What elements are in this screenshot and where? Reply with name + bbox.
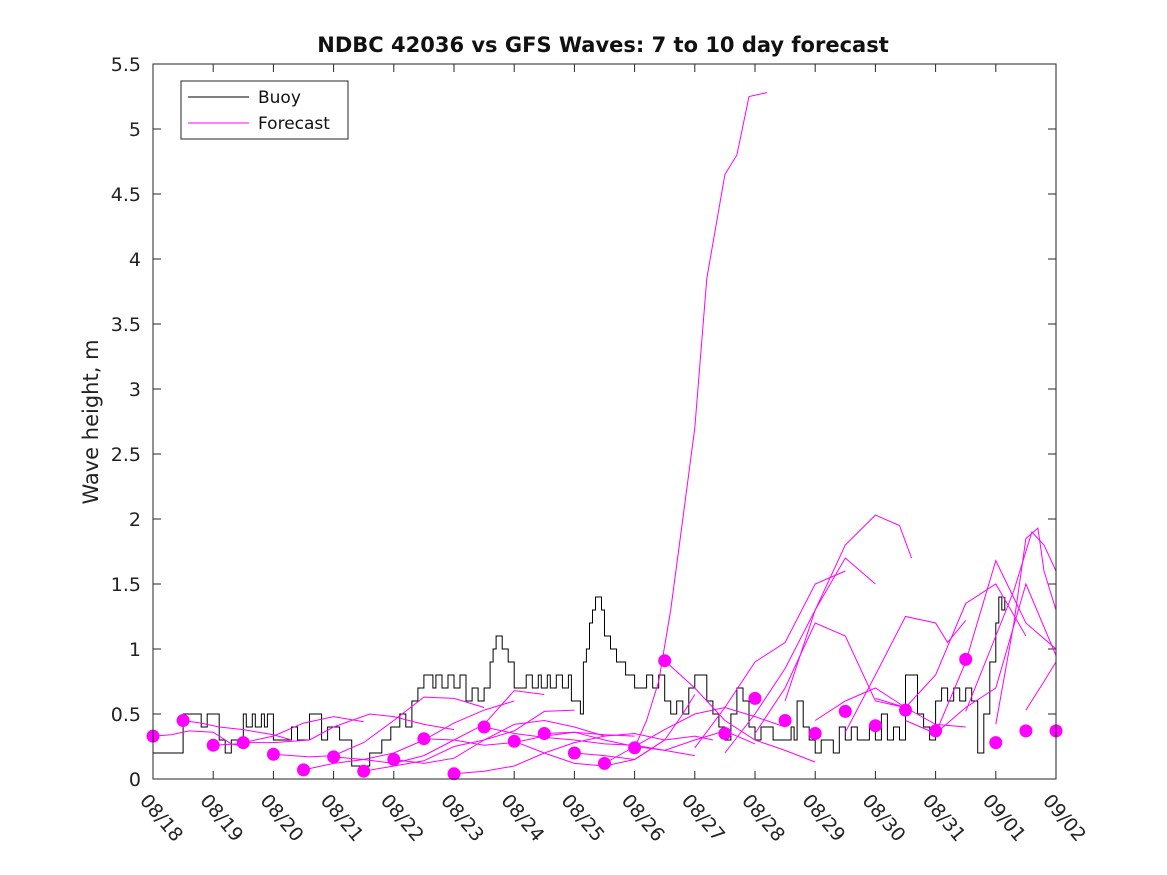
forecast-line [423,731,635,746]
forecast-line [574,694,696,761]
y-axis-label: Wave height, m [79,339,103,504]
forecast-point [658,654,672,668]
forecast-line [303,700,515,771]
forecast-line [634,92,768,749]
forecast-line [453,732,665,775]
forecast-line [1025,661,1057,711]
forecast-point [176,714,190,727]
y-tick-label: 2.5 [111,444,141,466]
forecast-point [537,727,551,740]
legend-forecast-label: Forecast [258,114,330,134]
forecast-point [598,756,611,770]
forecast-point [206,738,220,752]
forecast-point [327,750,341,764]
forecast-point [447,767,461,781]
forecast-point [266,747,280,761]
y-tick-label: 4.5 [111,184,141,206]
y-tick-label: 5.5 [111,54,141,76]
y-tick-label: 0.5 [111,704,141,726]
forecast-line [273,696,485,758]
forecast-line [724,557,876,754]
forecast-line [995,527,1057,725]
forecast-point [507,734,521,748]
forecast-point [989,736,1003,750]
forecast-point [718,727,732,740]
forecast-point [929,724,943,738]
forecast-point [778,714,792,727]
y-tick-label: 0 [129,769,141,791]
y-tick-labels: 0 0.5 1 1.5 2 2.5 3 3.5 4 4.5 5 5.5 [111,54,141,791]
y-tick-label: 4 [129,249,141,271]
forecast-line [183,720,292,741]
forecast-line [694,570,846,749]
forecast-point [357,764,371,778]
forecast-point [417,732,431,746]
forecast-line [784,514,912,702]
forecast-point [838,704,852,718]
forecast-line [213,716,364,746]
forecast-point [236,736,250,750]
forecast-point [868,719,882,733]
forecast-line [514,735,714,767]
buoy-line [153,596,1006,767]
forecast-line [333,690,545,764]
forecast-point [628,741,642,755]
forecast-line [814,687,966,728]
forecast-point [808,727,822,740]
forecast-point [959,652,973,666]
legend-buoy-label: Buoy [258,88,301,108]
forecast-point [297,763,310,777]
forecast-line [393,719,605,764]
forecast-point [748,691,762,705]
forecast-point [899,703,912,717]
forecast-line [664,660,816,763]
forecast-point [387,753,401,766]
y-tick-label: 2 [129,509,141,531]
forecast-line [363,709,575,772]
forecast-line [754,622,906,734]
buoy-series [153,596,1006,767]
y-tick-label: 3 [129,379,141,401]
forecast-point [1019,724,1033,738]
y-tick-label: 3.5 [111,314,141,336]
y-tick-label: 1 [129,639,141,661]
y-tick-label: 1.5 [111,574,141,596]
forecast-point [567,746,581,760]
plot-frame [152,63,1057,780]
forecast-point [477,720,491,734]
forecast-line [935,559,1057,734]
legend: Buoy Forecast [180,80,349,140]
chart-title: NDBC 42036 vs GFS Waves: 7 to 10 day for… [317,33,888,57]
legend-box [180,80,349,140]
forecast-line [243,713,455,744]
y-tick-label: 5 [129,119,141,141]
